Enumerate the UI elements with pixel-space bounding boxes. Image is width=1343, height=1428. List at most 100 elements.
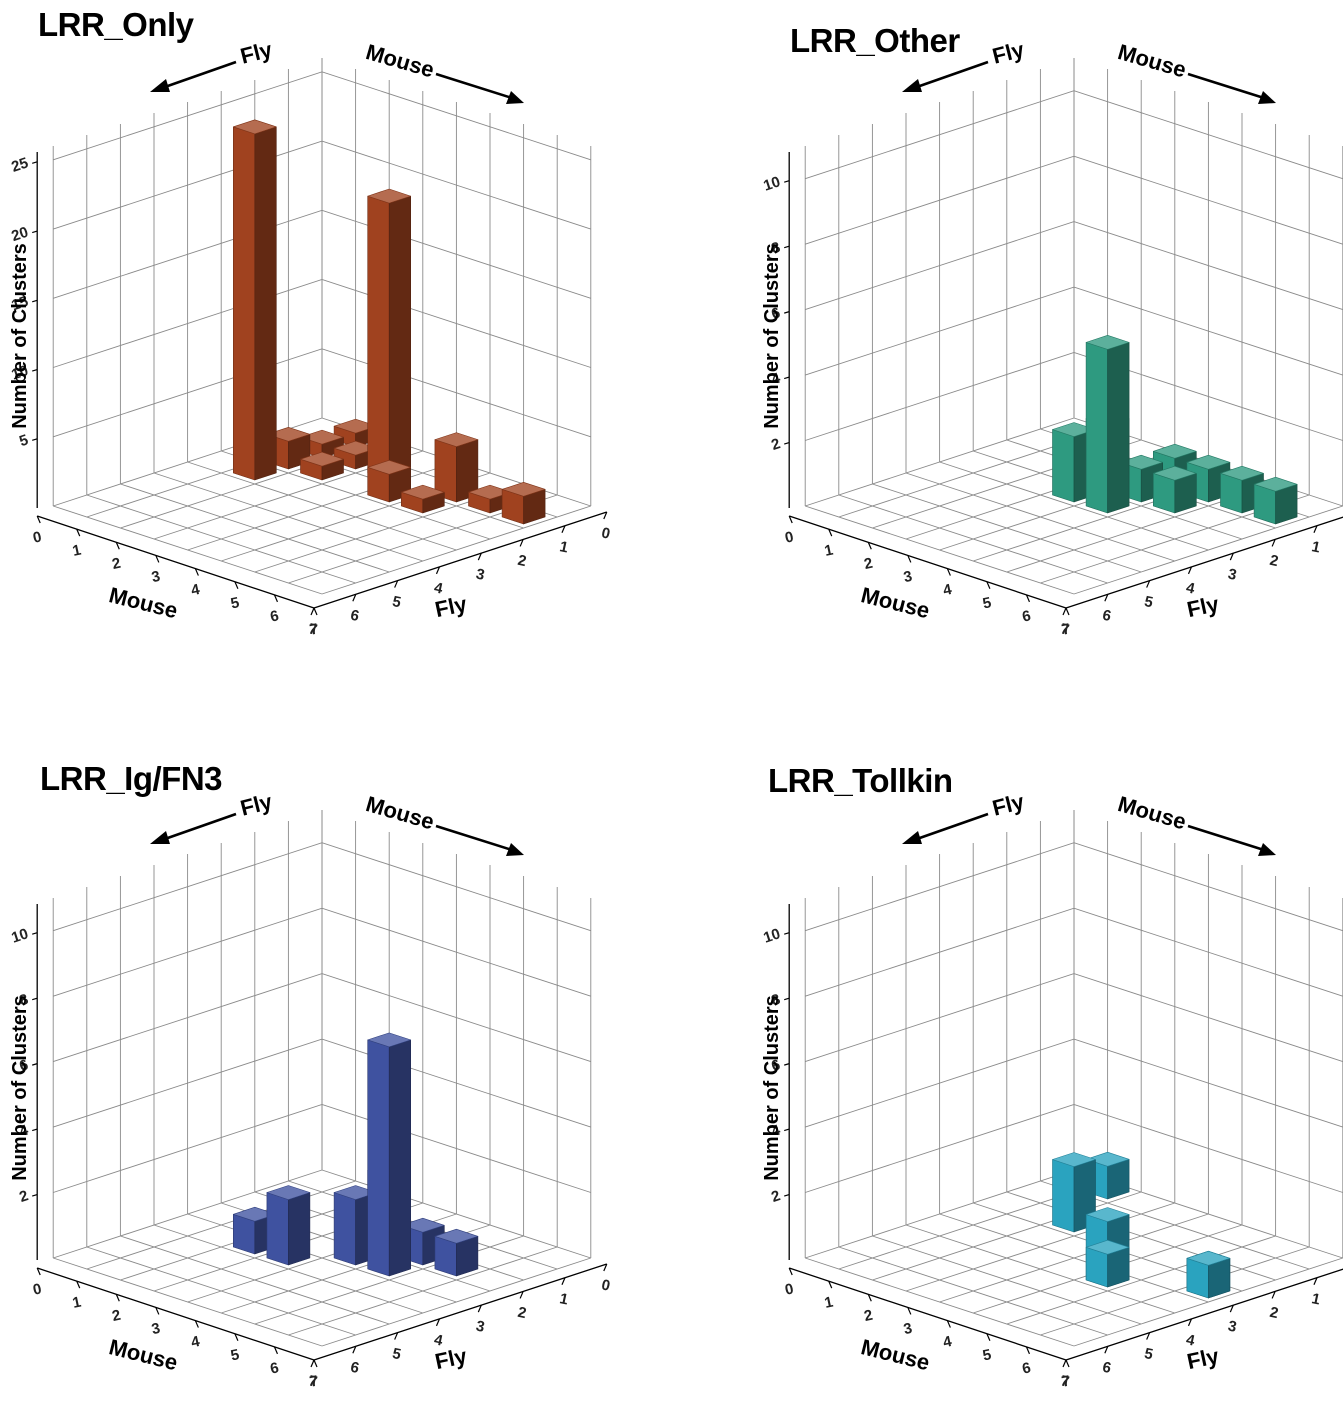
y-tick-label: 25 bbox=[9, 154, 30, 175]
z-axis-label: Fly bbox=[433, 591, 470, 622]
mouse-tick-label: 6 bbox=[1021, 607, 1033, 625]
mouse-tick-label: 3 bbox=[150, 1320, 162, 1338]
mouse-direction-arrow bbox=[1187, 72, 1265, 100]
mouse-tick-label: 0 bbox=[783, 528, 795, 546]
y-axis-label: Number of Clusters bbox=[761, 243, 783, 429]
chart-title: LRR_Only bbox=[38, 6, 194, 43]
fly-tick-label: 2 bbox=[516, 552, 528, 570]
fly-tick-label: 1 bbox=[1310, 538, 1322, 556]
bar bbox=[1253, 476, 1298, 525]
fly-tick-label: 6 bbox=[1101, 1359, 1113, 1377]
fly-tick-label: 6 bbox=[349, 1359, 361, 1377]
chart-panel-lrr-other: LRR_Other 2468100123456701234567MouseFly… bbox=[752, 0, 1343, 676]
fly-tick-label: 5 bbox=[1143, 1345, 1155, 1363]
x-axis-label: Mouse bbox=[859, 1334, 933, 1375]
mouse-arrow-label: Mouse bbox=[1115, 39, 1189, 82]
mouse-tick-label: 1 bbox=[71, 1294, 83, 1312]
bar bbox=[1186, 1250, 1231, 1299]
bar bbox=[266, 1185, 311, 1266]
z-axis-label: Fly bbox=[1185, 591, 1222, 622]
fly-tick-label: 7 bbox=[307, 620, 319, 638]
fly-tick-label: 1 bbox=[558, 1290, 570, 1308]
mouse-tick-label: 1 bbox=[71, 542, 83, 560]
mouse-tick-label: 0 bbox=[31, 528, 43, 546]
mouse-tick-label: 1 bbox=[823, 542, 835, 560]
bar bbox=[1153, 465, 1197, 514]
fly-tick-label: 3 bbox=[474, 1318, 486, 1336]
fly-tick-label: 2 bbox=[516, 1304, 528, 1322]
fly-tick-label: 7 bbox=[1059, 620, 1071, 638]
bar bbox=[367, 460, 411, 503]
gridlines bbox=[804, 810, 1343, 1347]
chart-panel-lrr-tollkin: LRR_Tollkin 2468100123456701234567MouseF… bbox=[752, 752, 1343, 1428]
bar bbox=[1085, 1239, 1130, 1288]
x-axis-label: Mouse bbox=[107, 1334, 181, 1375]
chart-panel-lrr-only: LRR_Only 5 10 15 20 25 0 1 2 3 4 5 6 7 0 1 2 3 4 5 6 7 Mouse F… bbox=[0, 0, 671, 676]
y-tick-label: 2 bbox=[17, 1187, 30, 1206]
arrowhead-icon bbox=[1258, 91, 1276, 104]
gridlines bbox=[52, 810, 592, 1347]
chart-title: LRR_Tollkin bbox=[768, 762, 953, 799]
mouse-tick-label: 4 bbox=[190, 1333, 202, 1351]
mouse-tick-label: 2 bbox=[863, 555, 875, 573]
mouse-tick-label: 6 bbox=[269, 607, 281, 625]
bar bbox=[401, 484, 445, 514]
fly-direction-arrow bbox=[913, 60, 989, 90]
bars bbox=[1052, 335, 1298, 525]
fly-arrow-label: Fly bbox=[238, 37, 276, 69]
mouse-tick-label: 6 bbox=[269, 1359, 281, 1377]
x-axis-label: Mouse bbox=[859, 582, 933, 623]
fly-tick-label: 5 bbox=[391, 593, 403, 611]
fly-tick-label: 3 bbox=[474, 566, 486, 584]
fly-arrow-label: Fly bbox=[238, 789, 276, 821]
mouse-tick-label: 2 bbox=[111, 1307, 123, 1325]
fly-direction-arrow bbox=[161, 812, 237, 842]
mouse-arrow-label: Mouse bbox=[363, 39, 437, 82]
y-tick-label: 15 bbox=[9, 293, 30, 314]
y-axis-label: Number of Clusters bbox=[9, 243, 31, 429]
mouse-tick-label: 6 bbox=[1021, 1359, 1033, 1377]
y-tick-label: 20 bbox=[9, 224, 30, 245]
chart-title: LRR_Other bbox=[790, 22, 960, 59]
y-tick-label: 5 bbox=[17, 431, 30, 450]
fly-tick-label: 6 bbox=[349, 607, 361, 625]
chart-title: LRR_Ig/FN3 bbox=[40, 760, 223, 797]
bar bbox=[367, 188, 411, 481]
mouse-tick-label: 3 bbox=[902, 1320, 914, 1338]
mouse-tick-label: 0 bbox=[783, 1280, 795, 1298]
bar bbox=[434, 1228, 479, 1277]
y-tick-label: 10 bbox=[761, 925, 782, 946]
mouse-tick-label: 3 bbox=[902, 568, 914, 586]
fly-arrow-label: Fly bbox=[990, 37, 1028, 69]
fly-tick-label: 3 bbox=[1226, 1318, 1238, 1336]
mouse-tick-label: 5 bbox=[229, 594, 241, 612]
bars bbox=[233, 1032, 479, 1277]
mouse-tick-label: 2 bbox=[111, 555, 123, 573]
mouse-direction-arrow bbox=[1187, 824, 1265, 852]
mouse-tick-label: 4 bbox=[190, 581, 202, 599]
mouse-tick-label: 4 bbox=[942, 1333, 954, 1351]
mouse-tick-label: 5 bbox=[981, 1346, 993, 1364]
mouse-tick-label: 0 bbox=[31, 1280, 43, 1298]
mouse-tick-label: 5 bbox=[229, 1346, 241, 1364]
gridlines bbox=[804, 58, 1343, 595]
arrowhead-icon bbox=[506, 91, 524, 104]
z-axis-label: Fly bbox=[433, 1343, 470, 1374]
fly-tick-label: 0 bbox=[600, 1276, 612, 1294]
fly-arrow-label: Fly bbox=[990, 789, 1028, 821]
mouse-arrow-label: Mouse bbox=[1115, 791, 1189, 834]
fly-tick-label: 3 bbox=[1226, 566, 1238, 584]
mouse-tick-label: 5 bbox=[981, 594, 993, 612]
bar bbox=[300, 451, 344, 481]
arrowhead-icon bbox=[506, 843, 524, 856]
chart-panel-lrr-ig-fn3: LRR_Ig/FN3 2 4 6 8 10 0 1 2 3 4 5 6 7 0 1 2 3 4 5 6 7 Mouse Fl… bbox=[0, 752, 671, 1428]
fly-direction-arrow bbox=[913, 812, 989, 842]
bars bbox=[233, 119, 546, 525]
arrowhead-icon bbox=[150, 79, 170, 92]
mouse-direction-arrow bbox=[435, 824, 513, 852]
z-axis-label: Fly bbox=[1185, 1343, 1222, 1374]
